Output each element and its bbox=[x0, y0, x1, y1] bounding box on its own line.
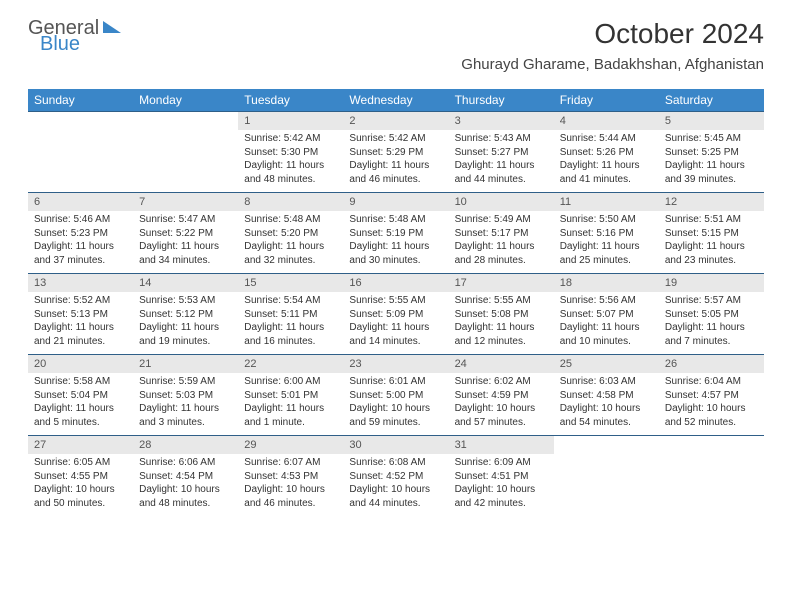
day-number: 11 bbox=[554, 193, 659, 212]
day-content: Sunrise: 5:48 AMSunset: 5:19 PMDaylight:… bbox=[343, 211, 448, 274]
day-content: Sunrise: 5:55 AMSunset: 5:08 PMDaylight:… bbox=[449, 292, 554, 355]
day-content-row: Sunrise: 6:05 AMSunset: 4:55 PMDaylight:… bbox=[28, 454, 764, 516]
day-content: Sunrise: 5:51 AMSunset: 5:15 PMDaylight:… bbox=[659, 211, 764, 274]
day-content: Sunrise: 5:58 AMSunset: 5:04 PMDaylight:… bbox=[28, 373, 133, 436]
brand-triangle-icon bbox=[103, 21, 121, 33]
day-number: 30 bbox=[343, 436, 448, 455]
day-number: 29 bbox=[238, 436, 343, 455]
day-content: Sunrise: 6:04 AMSunset: 4:57 PMDaylight:… bbox=[659, 373, 764, 436]
day-number-row: 2728293031 bbox=[28, 436, 764, 455]
day-content: Sunrise: 5:56 AMSunset: 5:07 PMDaylight:… bbox=[554, 292, 659, 355]
day-number: 25 bbox=[554, 355, 659, 374]
empty-cell bbox=[659, 436, 764, 455]
day-content: Sunrise: 6:01 AMSunset: 5:00 PMDaylight:… bbox=[343, 373, 448, 436]
day-content-row: Sunrise: 5:52 AMSunset: 5:13 PMDaylight:… bbox=[28, 292, 764, 355]
day-content: Sunrise: 5:50 AMSunset: 5:16 PMDaylight:… bbox=[554, 211, 659, 274]
empty-cell bbox=[554, 436, 659, 455]
day-content: Sunrise: 6:02 AMSunset: 4:59 PMDaylight:… bbox=[449, 373, 554, 436]
day-number-row: 12345 bbox=[28, 112, 764, 131]
day-header: Sunday bbox=[28, 89, 133, 112]
day-number: 1 bbox=[238, 112, 343, 131]
day-content-row: Sunrise: 5:58 AMSunset: 5:04 PMDaylight:… bbox=[28, 373, 764, 436]
day-number: 26 bbox=[659, 355, 764, 374]
day-content: Sunrise: 5:47 AMSunset: 5:22 PMDaylight:… bbox=[133, 211, 238, 274]
day-content: Sunrise: 6:09 AMSunset: 4:51 PMDaylight:… bbox=[449, 454, 554, 516]
day-content: Sunrise: 5:52 AMSunset: 5:13 PMDaylight:… bbox=[28, 292, 133, 355]
day-number: 16 bbox=[343, 274, 448, 293]
empty-cell bbox=[133, 112, 238, 131]
day-content: Sunrise: 5:42 AMSunset: 5:29 PMDaylight:… bbox=[343, 130, 448, 193]
day-content: Sunrise: 5:48 AMSunset: 5:20 PMDaylight:… bbox=[238, 211, 343, 274]
day-content: Sunrise: 5:46 AMSunset: 5:23 PMDaylight:… bbox=[28, 211, 133, 274]
empty-cell bbox=[659, 454, 764, 516]
location-text: Ghurayd Gharame, Badakhshan, Afghanistan bbox=[461, 56, 764, 73]
empty-cell bbox=[28, 130, 133, 193]
day-content: Sunrise: 6:05 AMSunset: 4:55 PMDaylight:… bbox=[28, 454, 133, 516]
day-number-row: 13141516171819 bbox=[28, 274, 764, 293]
day-header: Thursday bbox=[449, 89, 554, 112]
day-number: 17 bbox=[449, 274, 554, 293]
day-content: Sunrise: 5:42 AMSunset: 5:30 PMDaylight:… bbox=[238, 130, 343, 193]
day-number: 9 bbox=[343, 193, 448, 212]
calendar-table: SundayMondayTuesdayWednesdayThursdayFrid… bbox=[28, 89, 764, 516]
day-number: 5 bbox=[659, 112, 764, 131]
day-number: 12 bbox=[659, 193, 764, 212]
day-number: 3 bbox=[449, 112, 554, 131]
day-content: Sunrise: 5:59 AMSunset: 5:03 PMDaylight:… bbox=[133, 373, 238, 436]
day-header-row: SundayMondayTuesdayWednesdayThursdayFrid… bbox=[28, 89, 764, 112]
day-number: 28 bbox=[133, 436, 238, 455]
day-number: 18 bbox=[554, 274, 659, 293]
day-number: 24 bbox=[449, 355, 554, 374]
day-content: Sunrise: 5:55 AMSunset: 5:09 PMDaylight:… bbox=[343, 292, 448, 355]
day-number: 8 bbox=[238, 193, 343, 212]
day-header: Friday bbox=[554, 89, 659, 112]
day-content: Sunrise: 6:08 AMSunset: 4:52 PMDaylight:… bbox=[343, 454, 448, 516]
day-content: Sunrise: 6:00 AMSunset: 5:01 PMDaylight:… bbox=[238, 373, 343, 436]
day-number: 21 bbox=[133, 355, 238, 374]
day-content: Sunrise: 5:49 AMSunset: 5:17 PMDaylight:… bbox=[449, 211, 554, 274]
day-header: Monday bbox=[133, 89, 238, 112]
day-number: 10 bbox=[449, 193, 554, 212]
empty-cell bbox=[133, 130, 238, 193]
day-content: Sunrise: 5:44 AMSunset: 5:26 PMDaylight:… bbox=[554, 130, 659, 193]
day-content: Sunrise: 5:53 AMSunset: 5:12 PMDaylight:… bbox=[133, 292, 238, 355]
day-number: 15 bbox=[238, 274, 343, 293]
day-number: 20 bbox=[28, 355, 133, 374]
empty-cell bbox=[554, 454, 659, 516]
empty-cell bbox=[28, 112, 133, 131]
day-number: 7 bbox=[133, 193, 238, 212]
day-number: 14 bbox=[133, 274, 238, 293]
day-content: Sunrise: 6:06 AMSunset: 4:54 PMDaylight:… bbox=[133, 454, 238, 516]
day-number: 4 bbox=[554, 112, 659, 131]
day-number: 23 bbox=[343, 355, 448, 374]
day-content-row: Sunrise: 5:46 AMSunset: 5:23 PMDaylight:… bbox=[28, 211, 764, 274]
day-content: Sunrise: 5:54 AMSunset: 5:11 PMDaylight:… bbox=[238, 292, 343, 355]
day-number: 19 bbox=[659, 274, 764, 293]
day-content-row: Sunrise: 5:42 AMSunset: 5:30 PMDaylight:… bbox=[28, 130, 764, 193]
day-number-row: 6789101112 bbox=[28, 193, 764, 212]
day-number: 22 bbox=[238, 355, 343, 374]
day-content: Sunrise: 5:57 AMSunset: 5:05 PMDaylight:… bbox=[659, 292, 764, 355]
header: General Blue October 2024 Ghurayd Gharam… bbox=[0, 0, 792, 77]
day-number: 27 bbox=[28, 436, 133, 455]
brand-text-blue: Blue bbox=[40, 34, 121, 54]
day-header: Wednesday bbox=[343, 89, 448, 112]
day-header: Saturday bbox=[659, 89, 764, 112]
day-number: 6 bbox=[28, 193, 133, 212]
day-content: Sunrise: 6:03 AMSunset: 4:58 PMDaylight:… bbox=[554, 373, 659, 436]
day-number: 13 bbox=[28, 274, 133, 293]
day-content: Sunrise: 5:43 AMSunset: 5:27 PMDaylight:… bbox=[449, 130, 554, 193]
title-block: October 2024 Ghurayd Gharame, Badakhshan… bbox=[461, 18, 764, 73]
day-number: 31 bbox=[449, 436, 554, 455]
day-content: Sunrise: 6:07 AMSunset: 4:53 PMDaylight:… bbox=[238, 454, 343, 516]
day-number-row: 20212223242526 bbox=[28, 355, 764, 374]
brand-logo: General Blue bbox=[28, 18, 121, 54]
day-number: 2 bbox=[343, 112, 448, 131]
day-content: Sunrise: 5:45 AMSunset: 5:25 PMDaylight:… bbox=[659, 130, 764, 193]
month-title: October 2024 bbox=[461, 18, 764, 50]
day-header: Tuesday bbox=[238, 89, 343, 112]
